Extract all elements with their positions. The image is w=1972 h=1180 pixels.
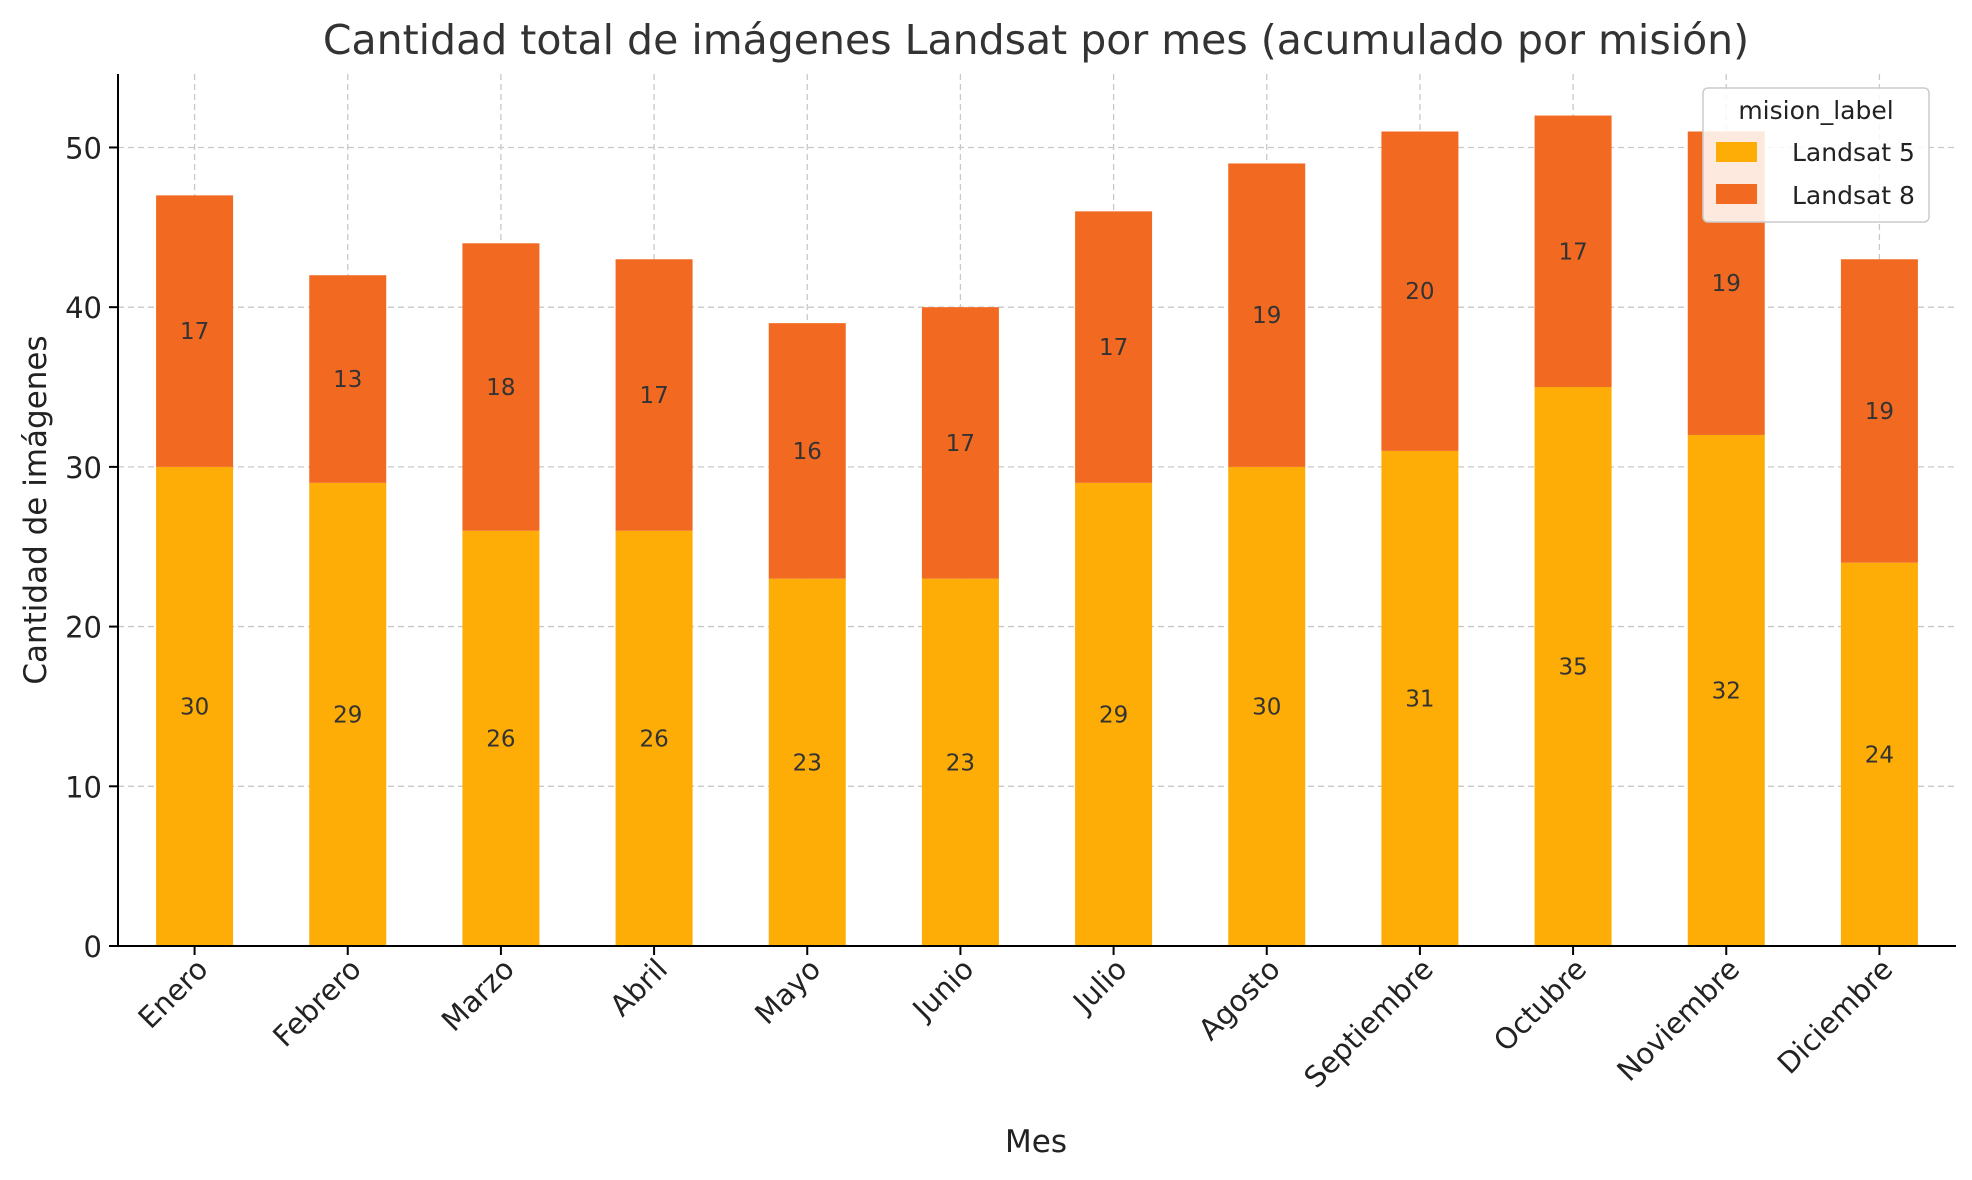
data-labels-layer: 30 17 29 13 26 18 26 17 23 16 23 17 29 17 30 19 31 20 35 17…: [180, 239, 1894, 776]
x-tick-label-julio: Julio: [1065, 952, 1133, 1020]
data-label-landsat-5-febrero: 29: [333, 702, 362, 728]
data-label-landsat-8-agosto: 19: [1252, 303, 1281, 329]
bar-landsat-5-junio: [921, 578, 999, 946]
legend-label-landsat-8: Landsat 8: [1792, 181, 1915, 210]
data-label-landsat-5-julio: 29: [1099, 702, 1128, 728]
data-label-landsat-5-septiembre: 31: [1405, 686, 1434, 712]
grid-layer: [118, 74, 1956, 946]
data-label-landsat-8-junio: 17: [946, 431, 975, 457]
x-axis-label: Mes: [1005, 1124, 1067, 1160]
x-tick-label-octubre: Octubre: [1487, 952, 1593, 1058]
bar-landsat-5-noviembre: [1687, 434, 1765, 946]
data-label-landsat-8-julio: 17: [1099, 335, 1128, 361]
legend-swatch-landsat-5: [1716, 142, 1757, 162]
bar-landsat-5-abril: [615, 530, 693, 946]
bar-landsat-5-agosto: [1228, 466, 1306, 946]
y-tick-label: 10: [65, 770, 102, 804]
bar-landsat-8-octubre: [1534, 115, 1612, 388]
y-tick-label: 0: [84, 930, 102, 964]
y-tick-label: 40: [65, 291, 102, 325]
bar-landsat-8-septiembre: [1381, 131, 1459, 451]
bar-landsat-8-agosto: [1228, 163, 1306, 467]
legend-label-landsat-5: Landsat 5: [1792, 138, 1915, 167]
data-label-landsat-8-febrero: 13: [333, 367, 362, 393]
data-label-landsat-5-marzo: 26: [486, 726, 515, 752]
x-tick-label-febrero: Febrero: [266, 952, 367, 1053]
data-label-landsat-5-octubre: 35: [1558, 655, 1587, 681]
x-tick-label-noviembre: Noviembre: [1610, 952, 1746, 1088]
bar-landsat-5-julio: [1075, 482, 1153, 946]
x-tick-label-septiembre: Septiembre: [1297, 952, 1440, 1095]
bar-landsat-5-mayo: [768, 578, 846, 946]
data-label-landsat-8-abril: 17: [639, 383, 668, 409]
data-label-landsat-8-marzo: 18: [486, 375, 515, 401]
bar-landsat-5-diciembre: [1840, 562, 1918, 946]
bar-landsat-5-enero: [156, 466, 234, 946]
bar-landsat-8-julio: [1075, 211, 1153, 483]
legend-swatch-landsat-8: [1716, 184, 1757, 204]
bar-landsat-8-enero: [156, 195, 234, 467]
x-tick-label-marzo: Marzo: [435, 952, 521, 1038]
bar-landsat-8-junio: [921, 307, 999, 579]
bar-landsat-8-marzo: [462, 243, 540, 531]
data-label-landsat-5-diciembre: 24: [1865, 742, 1894, 768]
x-tick-label-abril: Abril: [603, 952, 674, 1023]
data-label-landsat-5-mayo: 23: [793, 750, 822, 776]
x-tick-label-enero: Enero: [131, 952, 214, 1035]
x-tick-label-mayo: Mayo: [748, 952, 827, 1031]
data-label-landsat-5-noviembre: 32: [1712, 678, 1741, 704]
bar-landsat-8-abril: [615, 259, 693, 531]
data-label-landsat-8-noviembre: 19: [1712, 271, 1741, 297]
x-tick-label-agosto: Agosto: [1192, 952, 1287, 1047]
y-tick-label: 50: [65, 131, 102, 165]
legend-frame: [1702, 87, 1930, 223]
y-tick-label: 20: [65, 611, 102, 645]
bar-landsat-5-febrero: [309, 482, 387, 946]
data-label-landsat-5-agosto: 30: [1252, 694, 1281, 720]
legend: mision_label Landsat 5 Landsat 8: [1702, 87, 1930, 223]
data-label-landsat-5-abril: 26: [639, 726, 668, 752]
x-tick-label-diciembre: Diciembre: [1771, 952, 1900, 1081]
bar-landsat-8-mayo: [768, 323, 846, 579]
bar-landsat-8-diciembre: [1840, 259, 1918, 563]
bar-landsat-5-octubre: [1534, 387, 1612, 946]
x-tick-label-junio: Junio: [905, 952, 981, 1028]
data-label-landsat-5-enero: 30: [180, 694, 209, 720]
bar-landsat-5-marzo: [462, 530, 540, 946]
legend-title: mision_label: [1738, 96, 1893, 125]
bar-landsat-5-septiembre: [1381, 450, 1459, 946]
data-label-landsat-5-junio: 23: [946, 750, 975, 776]
bars-layer: [156, 115, 1918, 946]
data-label-landsat-8-enero: 17: [180, 319, 209, 345]
data-label-landsat-8-septiembre: 20: [1405, 279, 1434, 305]
data-label-landsat-8-mayo: 16: [793, 439, 822, 465]
y-tick-label: 30: [65, 451, 102, 485]
y-axis-label: Cantidad de imágenes: [18, 335, 54, 684]
data-label-landsat-8-octubre: 17: [1558, 239, 1587, 265]
bar-landsat-8-febrero: [309, 275, 387, 483]
chart-title: Cantidad total de imágenes Landsat por m…: [323, 16, 1749, 64]
data-label-landsat-8-diciembre: 19: [1865, 399, 1894, 425]
